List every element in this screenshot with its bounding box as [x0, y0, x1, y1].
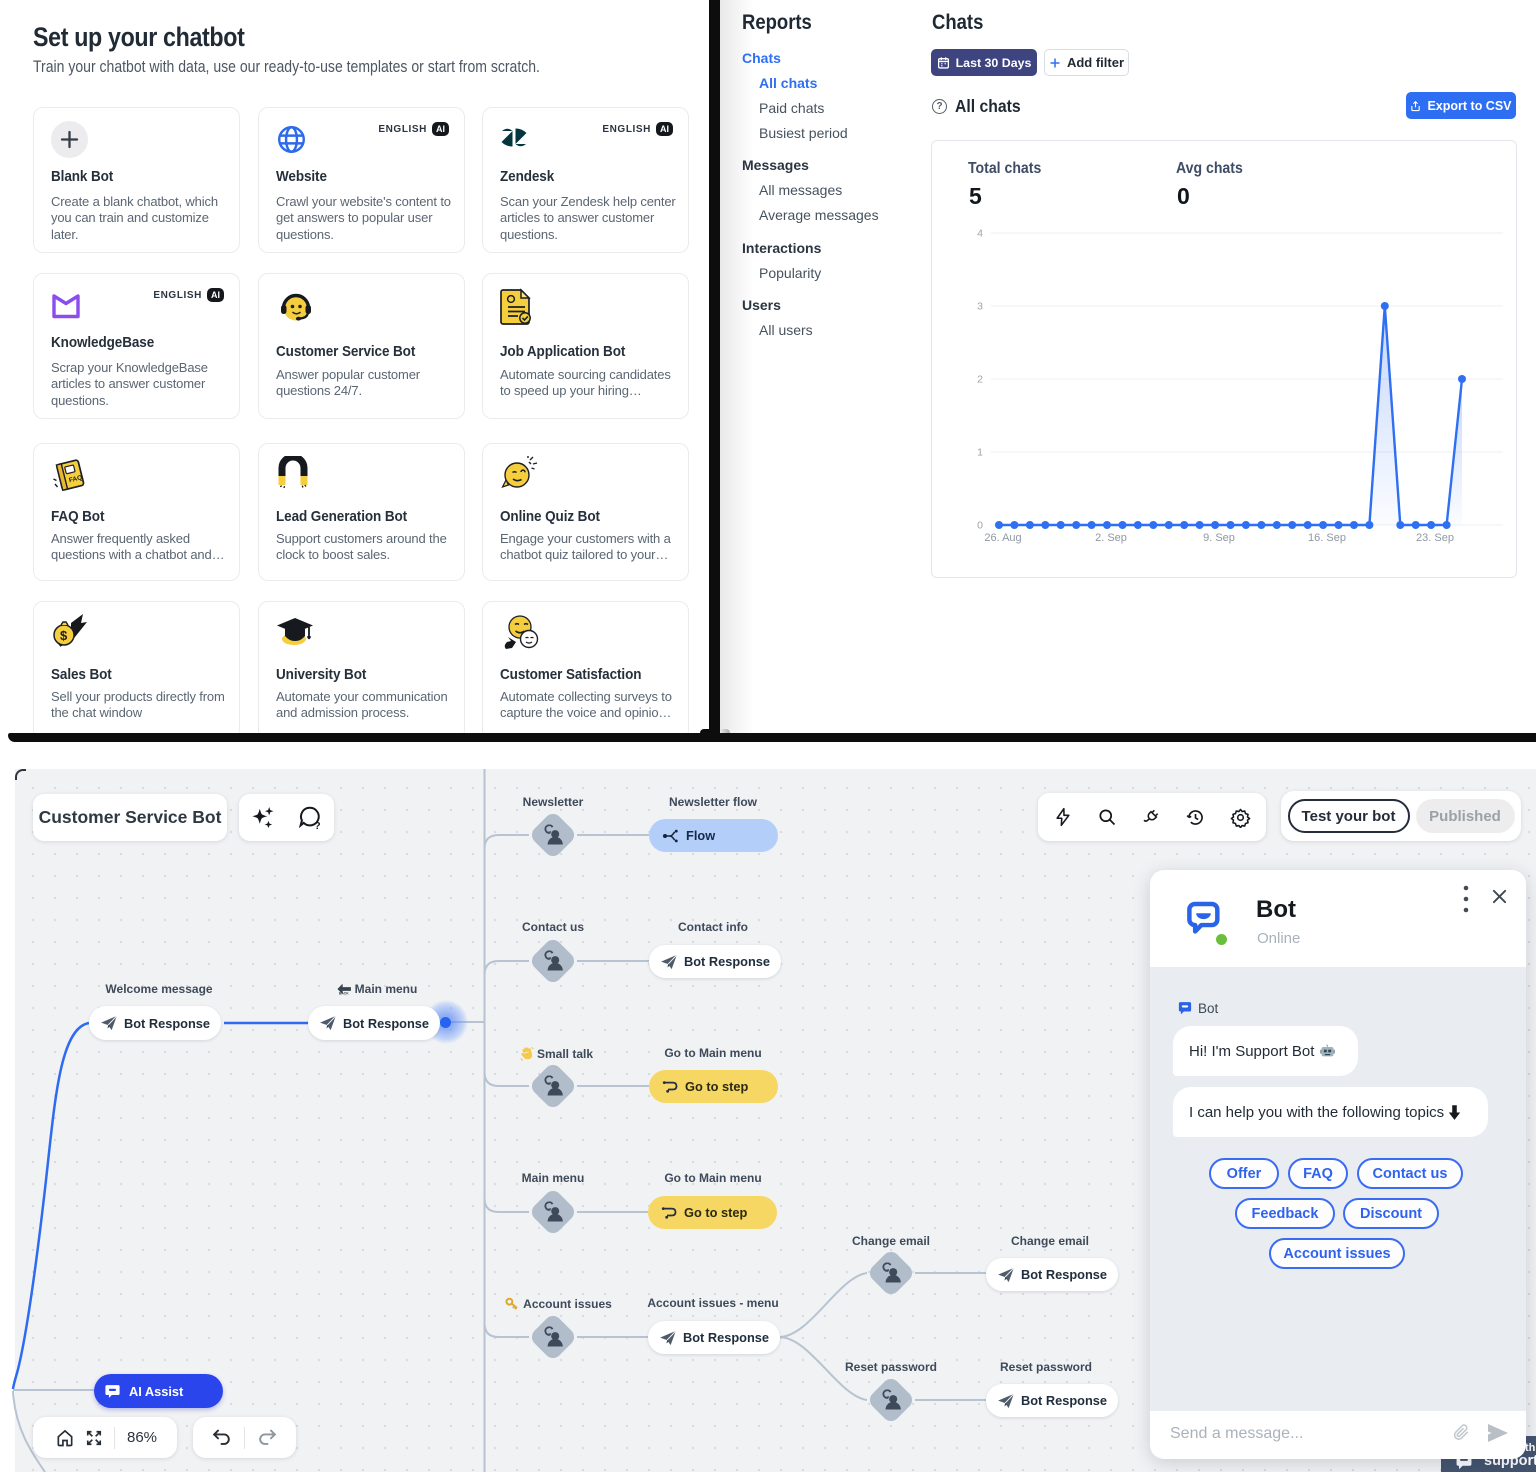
svg-text:3: 3 — [977, 301, 983, 313]
svg-text:2. Sep: 2. Sep — [1095, 532, 1127, 544]
svg-text:4: 4 — [977, 228, 983, 240]
svg-text:0: 0 — [977, 520, 983, 532]
svg-text:26. Aug: 26. Aug — [984, 532, 1021, 544]
svg-text:1: 1 — [977, 447, 983, 459]
svg-text:23. Sep: 23. Sep — [1416, 532, 1454, 544]
svg-text:16. Sep: 16. Sep — [1308, 532, 1346, 544]
svg-text:FAQ: FAQ — [68, 474, 83, 484]
svg-text:$: $ — [60, 628, 68, 643]
svg-text:9. Sep: 9. Sep — [1203, 532, 1235, 544]
svg-text:?: ? — [314, 820, 320, 830]
svg-text:BACK: BACK — [339, 992, 349, 995]
svg-text:2: 2 — [977, 374, 983, 386]
